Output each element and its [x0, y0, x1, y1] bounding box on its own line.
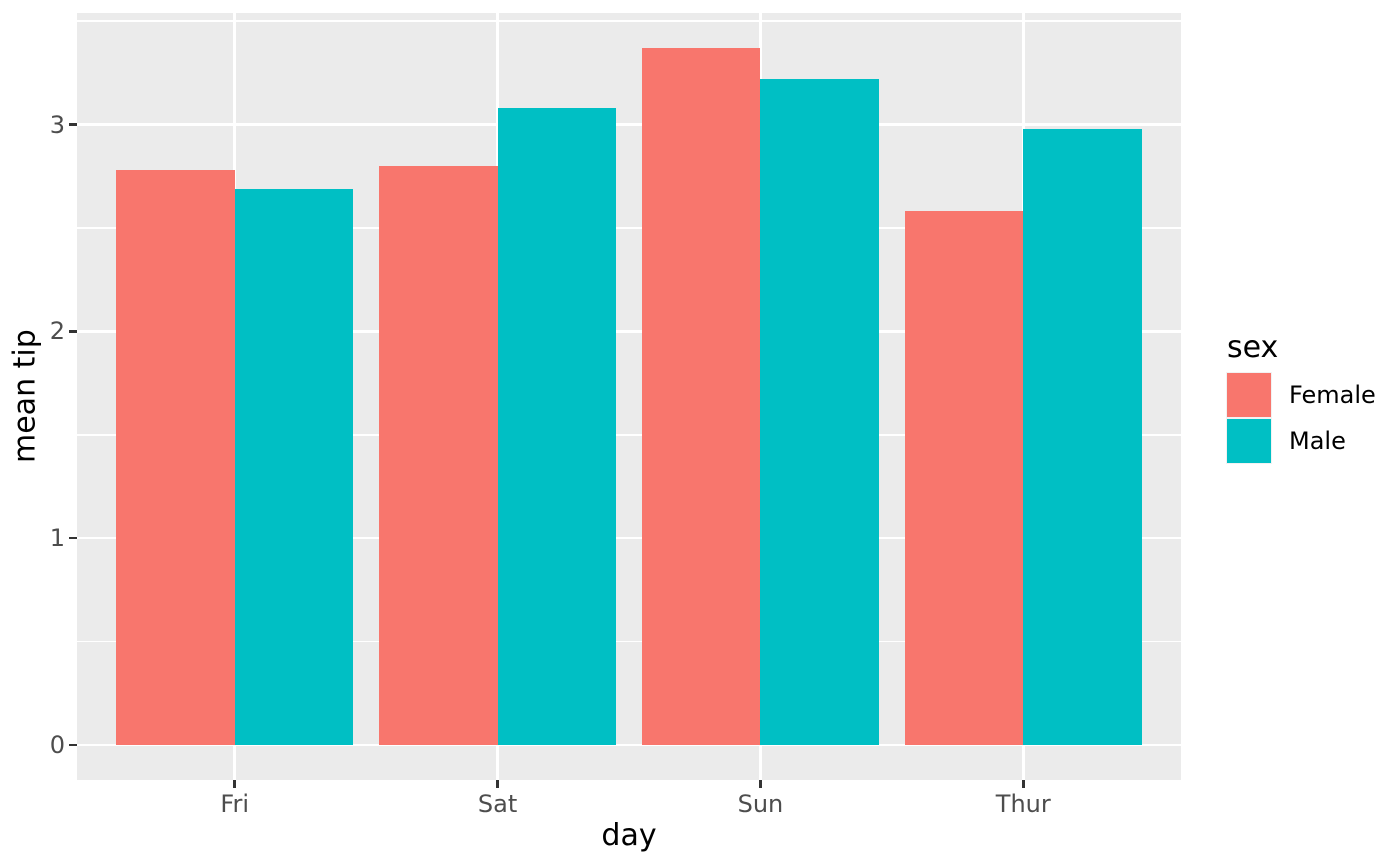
y-major-gridline [77, 743, 1181, 747]
plot-panel [77, 13, 1181, 780]
y-tick-mark [69, 536, 77, 540]
bar-male-thur [1023, 128, 1142, 745]
y-major-gridline [77, 330, 1181, 333]
bar-female-sat [379, 165, 498, 745]
y-tick-mark [69, 743, 77, 747]
x-tick-mark [759, 780, 762, 788]
y-minor-gridline [77, 20, 1181, 23]
x-tick-label-fri: Fri [220, 790, 249, 818]
bar-female-fri [116, 170, 235, 745]
y-minor-gridline [77, 640, 1181, 643]
x-tick-label-thur: Thur [995, 790, 1051, 818]
x-tick-label-sun: Sun [737, 790, 784, 818]
x-tick-mark [233, 780, 236, 788]
legend-title: sex [1227, 330, 1279, 365]
bar-male-sat [497, 108, 616, 745]
legend: sex Female Male [1226, 330, 1376, 464]
legend-label-female: Female [1289, 381, 1376, 409]
legend-swatch-male [1227, 419, 1271, 463]
y-major-gridline [77, 123, 1181, 126]
bar-male-sun [760, 79, 879, 745]
y-tick-label: 1 [49, 524, 65, 553]
legend-label-male: Male [1289, 427, 1346, 455]
bar-female-sun [642, 48, 761, 745]
y-tick-label: 0 [49, 730, 65, 759]
bar-female-thur [905, 211, 1024, 745]
y-tick-mark [69, 330, 77, 333]
legend-item-female: Female [1226, 372, 1376, 418]
legend-items: Female Male [1226, 372, 1376, 464]
bar-male-fri [234, 188, 353, 745]
y-tick-label: 3 [49, 110, 65, 139]
y-major-gridline [77, 536, 1181, 540]
x-tick-mark [496, 780, 499, 788]
x-axis-title: day [601, 818, 657, 853]
legend-item-male: Male [1226, 418, 1376, 464]
y-minor-gridline [77, 433, 1181, 436]
x-tick-mark [1022, 780, 1025, 788]
legend-key [1226, 372, 1272, 418]
legend-key [1226, 418, 1272, 464]
legend-swatch-female [1227, 373, 1271, 417]
y-tick-label: 2 [49, 317, 65, 346]
y-tick-mark [69, 123, 77, 126]
x-tick-label-sat: Sat [477, 790, 518, 818]
y-minor-gridline [77, 227, 1181, 229]
